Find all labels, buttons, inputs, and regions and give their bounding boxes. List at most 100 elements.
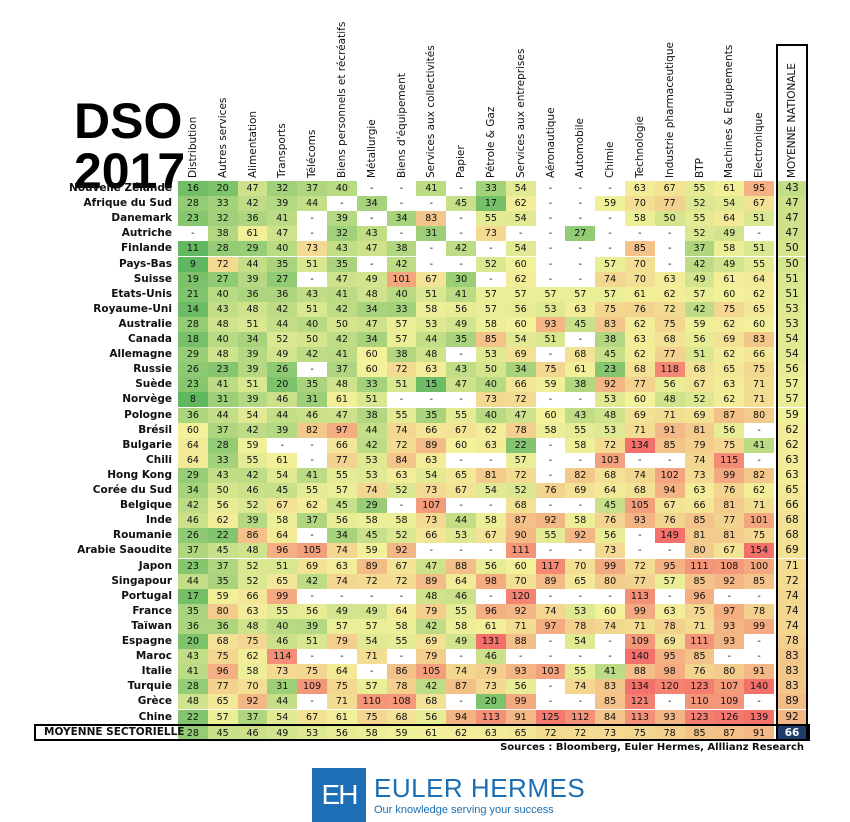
heatmap-cell: 62 bbox=[505, 196, 536, 212]
heatmap-cell: 14 bbox=[178, 301, 208, 317]
heatmap-cell: 75 bbox=[714, 301, 745, 317]
heatmap-cell: 40 bbox=[327, 181, 357, 197]
national-average-cell: 57 bbox=[778, 392, 806, 408]
heatmap-cell: 60 bbox=[356, 362, 387, 378]
heatmap-cell: 47 bbox=[356, 316, 387, 332]
country-label: Royaume-Uni bbox=[93, 302, 172, 315]
sector-average-cell: 56 bbox=[327, 725, 357, 740]
heatmap-cell: - bbox=[446, 498, 476, 514]
heatmap-cell: 68 bbox=[684, 362, 715, 378]
heatmap-cell: 31 bbox=[267, 679, 298, 695]
heatmap-cell: 108 bbox=[714, 558, 745, 574]
heatmap-cell: 89 bbox=[416, 437, 447, 453]
heatmap-cell: 20 bbox=[178, 634, 208, 650]
heatmap-cell: 61 bbox=[714, 271, 745, 287]
heatmap-cell: 70 bbox=[625, 271, 655, 287]
heatmap-cell: 98 bbox=[654, 664, 685, 680]
national-average-cell: 72 bbox=[778, 573, 806, 589]
heatmap-cell: 67 bbox=[654, 498, 685, 514]
heatmap-cell: 35 bbox=[267, 256, 298, 272]
heatmap-cell: 66 bbox=[744, 347, 774, 363]
heatmap-cell: 37 bbox=[297, 181, 327, 197]
country-label: Norvège bbox=[122, 393, 172, 406]
heatmap-cell: 114 bbox=[267, 649, 298, 665]
heatmap-cell: 52 bbox=[267, 332, 298, 348]
heatmap-cell: 55 bbox=[386, 634, 417, 650]
heatmap-cell: 33 bbox=[356, 377, 387, 393]
national-average-cell: 56 bbox=[778, 362, 806, 378]
heatmap-cell: 72 bbox=[386, 437, 417, 453]
heatmap-cell: 54 bbox=[505, 211, 536, 227]
heatmap-cell: 59 bbox=[595, 196, 625, 212]
heatmap-cell: 29 bbox=[178, 347, 208, 363]
heatmap-cell: 68 bbox=[505, 498, 536, 514]
heatmap-cell: 19 bbox=[178, 271, 208, 287]
heatmap-cell: 57 bbox=[327, 483, 357, 499]
heatmap-cell: 37 bbox=[684, 241, 715, 257]
heatmap-cell: - bbox=[744, 634, 774, 650]
heatmap-cell: 64 bbox=[595, 483, 625, 499]
heatmap-cell: 36 bbox=[178, 618, 208, 634]
heatmap-cell: 67 bbox=[476, 528, 506, 544]
heatmap-cell: 23 bbox=[178, 211, 208, 227]
heatmap-cell: 52 bbox=[237, 573, 268, 589]
column-header: Industrie pharmaceutique bbox=[663, 42, 676, 178]
heatmap-cell: 37 bbox=[327, 362, 357, 378]
heatmap-cell: 48 bbox=[416, 588, 447, 604]
heatmap-cell: 93 bbox=[714, 618, 745, 634]
heatmap-cell: - bbox=[446, 694, 476, 710]
heatmap-cell: 109 bbox=[297, 679, 327, 695]
country-label: Bulgarie bbox=[122, 438, 172, 451]
sector-average-label: MOYENNE SECTORIELLE bbox=[44, 726, 185, 738]
heatmap-cell: 51 bbox=[237, 316, 268, 332]
heatmap-cell: 80 bbox=[714, 664, 745, 680]
national-average-cell: 50 bbox=[778, 241, 806, 257]
heatmap-cell: 56 bbox=[654, 377, 685, 393]
heatmap-cell: - bbox=[565, 498, 596, 514]
heatmap-cell: 42 bbox=[178, 498, 208, 514]
heatmap-cell: 56 bbox=[446, 301, 476, 317]
heatmap-cell: 107 bbox=[714, 679, 745, 695]
heatmap-cell: 131 bbox=[476, 634, 506, 650]
heatmap-cell: - bbox=[386, 226, 417, 242]
heatmap-cell: 70 bbox=[625, 196, 655, 212]
heatmap-cell: - bbox=[744, 226, 774, 242]
heatmap-cell: 95 bbox=[654, 649, 685, 665]
column-header: Chimie bbox=[604, 141, 617, 178]
heatmap-cell: 48 bbox=[595, 407, 625, 423]
heatmap-cell: 40 bbox=[386, 286, 417, 302]
heatmap-cell: 107 bbox=[416, 498, 447, 514]
heatmap-cell: - bbox=[744, 422, 774, 438]
heatmap-cell: 61 bbox=[327, 709, 357, 725]
heatmap-cell: 75 bbox=[297, 664, 327, 680]
country-label: Japon bbox=[138, 559, 172, 572]
heatmap-cell: 41 bbox=[267, 211, 298, 227]
heatmap-cell: 68 bbox=[625, 483, 655, 499]
heatmap-cell: 35 bbox=[207, 573, 238, 589]
heatmap-cell: 63 bbox=[237, 603, 268, 619]
heatmap-cell: 67 bbox=[446, 483, 476, 499]
heatmap-cell: 46 bbox=[178, 513, 208, 529]
heatmap-cell: 134 bbox=[625, 437, 655, 453]
heatmap-cell: - bbox=[535, 452, 566, 468]
heatmap-cell: 88 bbox=[446, 558, 476, 574]
heatmap-cell: 49 bbox=[714, 256, 745, 272]
heatmap-cell: - bbox=[446, 181, 476, 197]
heatmap-cell: 72 bbox=[595, 437, 625, 453]
heatmap-cell: 54 bbox=[505, 241, 536, 257]
heatmap-cell: 53 bbox=[595, 422, 625, 438]
heatmap-cell: 86 bbox=[237, 528, 268, 544]
heatmap-cell: - bbox=[416, 196, 447, 212]
heatmap-cell: 45 bbox=[595, 498, 625, 514]
country-label: Belgique bbox=[120, 499, 172, 512]
heatmap-cell: 23 bbox=[178, 558, 208, 574]
heatmap-cell: 102 bbox=[654, 467, 685, 483]
heatmap-cell: 60 bbox=[625, 392, 655, 408]
heatmap-cell: - bbox=[416, 241, 447, 257]
heatmap-cell: 55 bbox=[565, 422, 596, 438]
heatmap-cell: 99 bbox=[267, 588, 298, 604]
heatmap-cell: 16 bbox=[178, 181, 208, 197]
heatmap-cell: 74 bbox=[625, 467, 655, 483]
heatmap-cell: 38 bbox=[386, 347, 417, 363]
heatmap-cell: 51 bbox=[356, 392, 387, 408]
